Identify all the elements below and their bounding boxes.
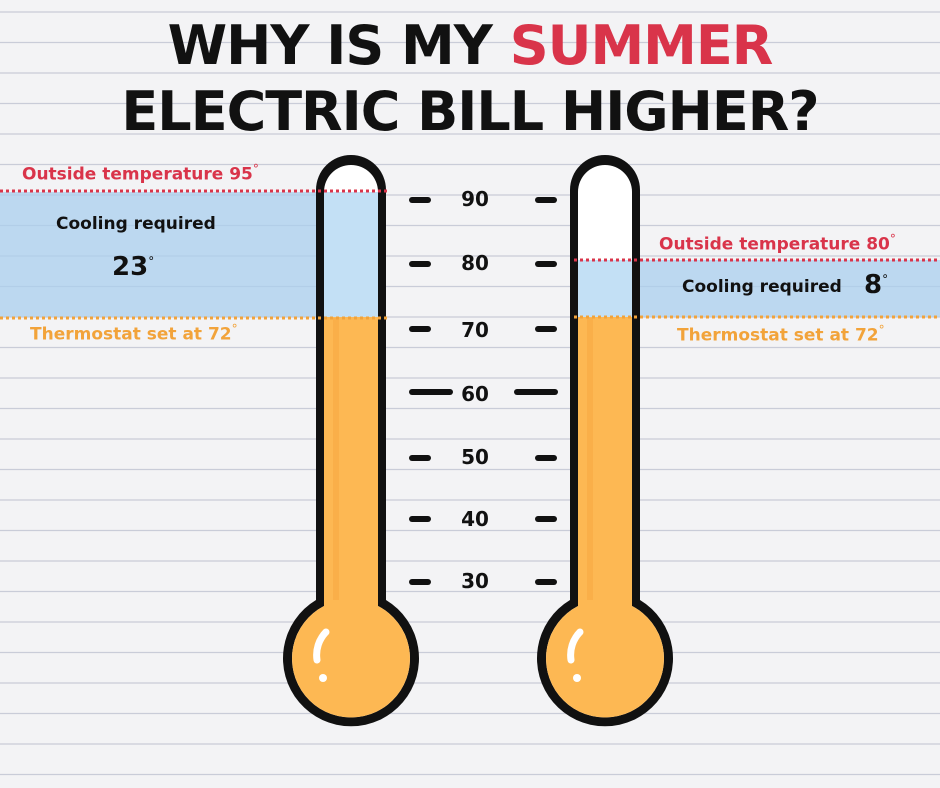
scale-tick-40: 40 [461, 507, 489, 531]
scale-tick-60: 60 [461, 382, 489, 406]
left-outside-temp-label: Outside temperature 95° [22, 162, 259, 185]
right-thermostat-label: Thermostat set at 72° [677, 323, 885, 346]
left-cooling-value: 23° [112, 252, 155, 282]
scale-tick-marks [409, 197, 558, 585]
title-line-2: ELECTRIC BILL HIGHER? [121, 80, 819, 143]
right-cooling-value: 8° [864, 270, 889, 300]
scale-tick-70: 70 [461, 318, 489, 342]
title-line-1: WHY IS MY SUMMER [0, 14, 940, 77]
scale-tick-80: 80 [461, 251, 489, 275]
title-accent-word: SUMMER [509, 14, 774, 77]
left-thermometer [283, 155, 419, 727]
left-thermostat-label: Thermostat set at 72° [30, 322, 238, 345]
title-prefix: WHY IS MY [167, 14, 493, 77]
scale-tick-50: 50 [461, 445, 489, 469]
right-outside-temp-label: Outside temperature 80° [659, 232, 896, 255]
scale-tick-30: 30 [461, 569, 489, 593]
scale-tick-90: 90 [461, 187, 489, 211]
right-cooling-label: Cooling required [682, 277, 842, 297]
left-cooling-label: Cooling required [56, 214, 216, 234]
right-thermometer [537, 155, 673, 727]
